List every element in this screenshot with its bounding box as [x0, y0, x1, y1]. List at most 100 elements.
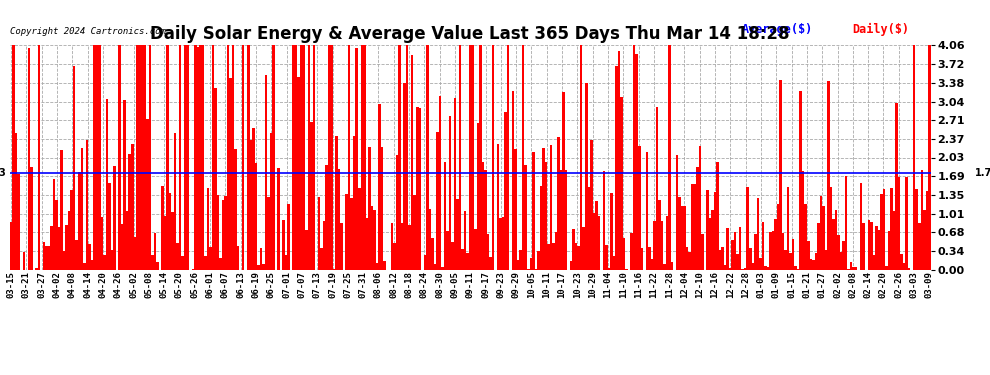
Bar [565, 170, 567, 270]
Bar [217, 195, 219, 270]
Bar [722, 247, 724, 270]
Bar [212, 45, 214, 270]
Bar [530, 258, 532, 270]
Bar [52, 178, 55, 270]
Bar [759, 258, 761, 270]
Bar [800, 91, 802, 270]
Bar [833, 219, 835, 270]
Bar [756, 198, 759, 270]
Bar [552, 243, 554, 270]
Bar [300, 45, 303, 270]
Bar [766, 267, 769, 270]
Bar [131, 144, 134, 270]
Bar [416, 107, 419, 270]
Bar [794, 266, 797, 270]
Bar [325, 165, 328, 270]
Bar [426, 45, 429, 270]
Bar [111, 251, 113, 270]
Bar [252, 128, 254, 270]
Bar [860, 183, 862, 270]
Bar [828, 81, 830, 270]
Bar [80, 147, 83, 270]
Bar [91, 261, 93, 270]
Bar [812, 260, 815, 270]
Bar [774, 219, 777, 270]
Bar [370, 206, 373, 270]
Bar [484, 170, 487, 270]
Bar [862, 224, 865, 270]
Bar [709, 218, 711, 270]
Bar [68, 210, 70, 270]
Bar [544, 162, 547, 270]
Bar [355, 48, 358, 270]
Bar [242, 45, 245, 270]
Bar [419, 108, 421, 270]
Bar [313, 45, 315, 270]
Bar [464, 211, 466, 270]
Bar [906, 177, 908, 270]
Bar [926, 192, 928, 270]
Bar [269, 133, 272, 270]
Bar [633, 45, 636, 270]
Bar [691, 184, 693, 270]
Bar [580, 45, 582, 270]
Bar [328, 45, 331, 270]
Bar [414, 195, 416, 270]
Bar [678, 197, 681, 270]
Bar [119, 45, 121, 270]
Bar [696, 167, 699, 270]
Bar [668, 45, 671, 270]
Bar [616, 66, 618, 270]
Bar [35, 268, 38, 270]
Bar [623, 238, 626, 270]
Bar [522, 45, 525, 270]
Bar [214, 88, 217, 270]
Bar [336, 136, 338, 270]
Bar [378, 104, 381, 270]
Bar [605, 245, 608, 270]
Bar [46, 246, 48, 270]
Bar [373, 210, 375, 270]
Bar [660, 221, 663, 270]
Bar [411, 55, 414, 270]
Bar [849, 262, 852, 270]
Bar [835, 210, 838, 270]
Bar [166, 45, 169, 270]
Bar [641, 248, 644, 270]
Bar [63, 251, 65, 270]
Bar [199, 45, 202, 270]
Bar [456, 199, 459, 270]
Bar [603, 171, 605, 270]
Bar [840, 252, 842, 270]
Bar [292, 45, 295, 270]
Bar [282, 220, 285, 270]
Bar [681, 206, 683, 270]
Bar [872, 255, 875, 270]
Bar [75, 240, 78, 270]
Bar [802, 171, 805, 270]
Bar [333, 269, 336, 270]
Bar [341, 223, 343, 270]
Bar [237, 246, 240, 270]
Bar [43, 242, 46, 270]
Bar [57, 227, 60, 270]
Bar [235, 149, 237, 270]
Bar [139, 45, 141, 270]
Bar [916, 189, 918, 270]
Text: Daily($): Daily($) [852, 23, 910, 36]
Bar [285, 255, 287, 270]
Bar [429, 209, 432, 270]
Bar [96, 45, 98, 270]
Bar [10, 222, 13, 270]
Bar [626, 269, 628, 270]
Bar [209, 247, 212, 270]
Bar [267, 197, 269, 270]
Bar [272, 45, 275, 270]
Bar [124, 100, 126, 270]
Bar [830, 187, 833, 270]
Bar [532, 152, 535, 270]
Bar [499, 218, 502, 270]
Bar [714, 192, 716, 270]
Bar [520, 250, 522, 270]
Bar [527, 269, 530, 270]
